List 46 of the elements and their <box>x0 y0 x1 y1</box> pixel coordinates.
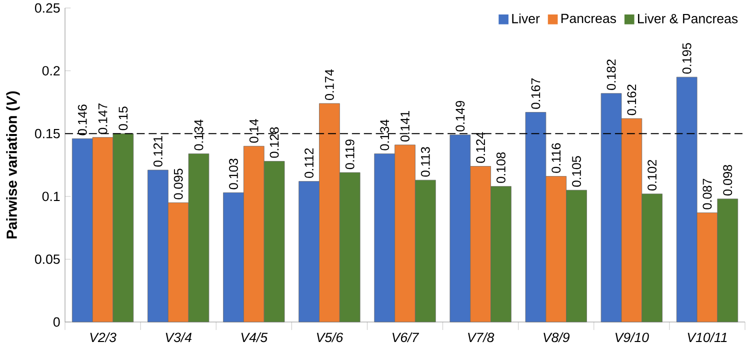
data-label: 0.128 <box>270 127 279 158</box>
data-label: 0.087 <box>702 178 712 210</box>
data-label: 0.103 <box>229 158 238 190</box>
data-label: 0.141 <box>400 111 410 142</box>
y-tick-label: 0.2 <box>42 66 60 76</box>
data-label: 0.095 <box>174 168 183 200</box>
data-label: 0.116 <box>552 143 561 173</box>
data-label: 0.105 <box>572 156 581 187</box>
legend-label: Liver <box>512 14 540 24</box>
data-label: 0.113 <box>420 147 430 177</box>
data-label: 0.162 <box>627 84 636 116</box>
x-tick-label: V4/5 <box>241 332 268 342</box>
data-label: 0.174 <box>324 69 334 100</box>
data-label: 0.134 <box>380 120 390 150</box>
legend-label: Liver & Pancreas <box>638 14 738 24</box>
data-label: 0.124 <box>476 132 486 163</box>
data-label: 0.108 <box>496 152 506 183</box>
y-tick-label: 0.05 <box>34 254 60 264</box>
data-label: 0.195 <box>682 43 692 74</box>
x-tick-label: V7/8 <box>468 332 494 342</box>
data-label: 0.149 <box>456 100 465 132</box>
y-tick-label: 0.25 <box>34 3 60 13</box>
x-tick-label: V2/3 <box>90 332 116 342</box>
data-label: 0.098 <box>723 164 732 196</box>
x-tick-label: V3/4 <box>166 332 192 342</box>
data-label: 0.14 <box>249 119 258 143</box>
x-tick-label: V9/10 <box>615 332 649 342</box>
data-label: 0.102 <box>648 160 657 190</box>
data-label: 0.134 <box>194 120 204 150</box>
y-axis-title: Pairwise variation (V) <box>6 91 20 238</box>
data-label: 0.119 <box>345 140 354 170</box>
data-label: 0.182 <box>606 60 616 90</box>
data-label: 0.147 <box>98 103 108 134</box>
x-tick-label: V10/11 <box>688 332 727 342</box>
data-label: 0.167 <box>531 78 540 109</box>
data-label: 0.112 <box>304 148 314 178</box>
y-tick-label: 0 <box>53 317 60 327</box>
data-label: 0.146 <box>78 104 87 136</box>
x-tick-label: V6/7 <box>392 332 420 342</box>
legend-label: Pancreas <box>561 14 616 24</box>
x-tick-label: V8/9 <box>544 332 570 342</box>
data-label: 0.15 <box>118 106 128 130</box>
data-label: 0.121 <box>153 136 162 167</box>
y-tick-label: 0.1 <box>42 192 60 202</box>
x-tick-label: V5/6 <box>316 332 344 342</box>
y-tick-label: 0.15 <box>34 128 60 138</box>
